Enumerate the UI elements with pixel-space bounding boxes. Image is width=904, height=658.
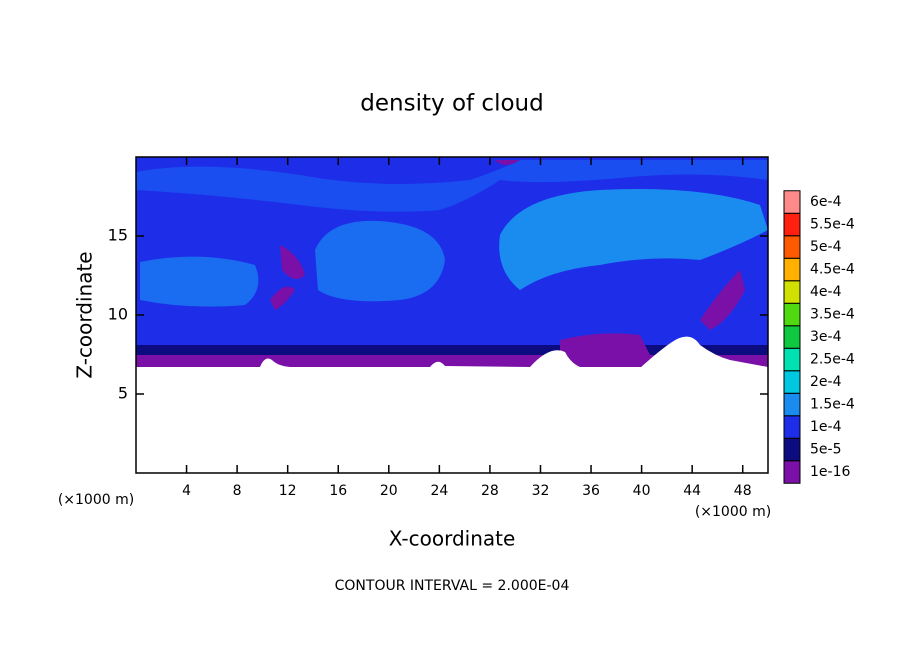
colorbar-box [783,280,801,304]
y-tick-label: 10 [108,305,128,324]
chart-title: density of cloud [360,91,543,117]
colorbar-box [783,302,801,327]
x-tick-label: 28 [481,483,499,499]
x-tick-label: 8 [233,483,242,499]
colorbar-box [783,235,801,259]
colorbar-box [783,325,801,349]
colorbar-label: 1e-16 [810,464,850,480]
colorbar-label: 5e-4 [810,239,842,255]
x-tick-label: 44 [683,483,701,499]
colorbar-box [783,212,801,237]
y-tick-label: 5 [118,384,128,403]
colorbar-label: 2.5e-4 [810,352,855,368]
x-unit-label: (×1000 m) [695,504,771,520]
x-tick-label: 32 [532,483,550,499]
y-axis-label: Z-coordinate [73,251,97,378]
colorbar-label: 2e-4 [810,374,842,390]
colorbar-label: 4.5e-4 [810,262,855,278]
y-tick-label: 15 [108,226,128,245]
colorbar-box [783,257,801,282]
colorbar-box [783,460,801,484]
footer: CONTOUR INTERVAL = 2.000E-04 [335,578,570,594]
x-axis-label: X-coordinate [389,527,516,551]
x-tick-label: 20 [380,483,398,499]
x-unit-label: (×1000 m) [58,492,134,508]
colorbar-box [783,347,801,372]
x-tick-label: 40 [633,483,651,499]
colorbar-box [783,437,801,462]
colorbar-label: 3e-4 [810,329,842,345]
colorbar-label: 4e-4 [810,284,842,300]
colorbar-box [783,415,801,439]
colorbar-label: 6e-4 [810,194,842,210]
colorbar-label: 1e-4 [810,419,842,435]
colorbar-box [783,190,801,214]
x-tick-label: 12 [279,483,297,499]
x-tick-label: 36 [582,483,600,499]
colorbar-box [783,392,801,417]
colorbar-label: 3.5e-4 [810,307,855,323]
x-tick-label: 24 [430,483,448,499]
colorbar-label: 5e-5 [810,442,841,458]
colorbar-label: 1.5e-4 [810,397,855,413]
contour-field [136,157,768,473]
x-tick-label: 48 [734,483,752,499]
colorbar-label: 5.5e-4 [810,217,855,233]
x-tick-label: 16 [329,483,347,499]
x-tick-label: 4 [182,483,191,499]
colorbar-box [783,370,801,394]
